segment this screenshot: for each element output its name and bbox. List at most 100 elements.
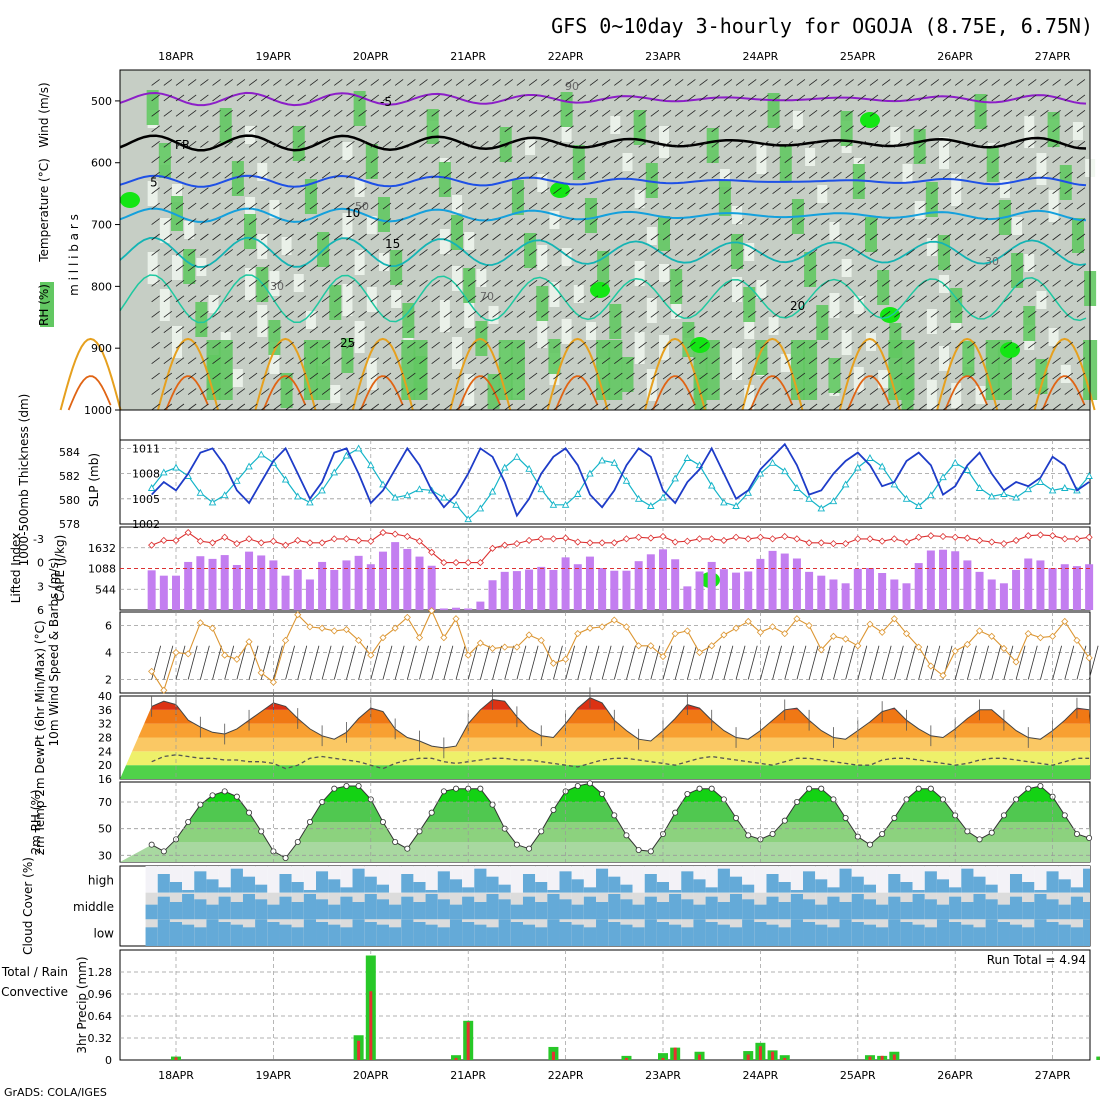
thickness-point: [574, 490, 582, 497]
wind-barb: [747, 233, 757, 241]
surface-wind-barb: [212, 645, 222, 680]
surface-wind-barb: [808, 645, 819, 680]
temp-contour-30: [359, 375, 404, 411]
wind-barb: [382, 94, 392, 102]
wind-barb: [869, 326, 879, 334]
wind-barb: [358, 233, 367, 241]
wind-barb: [772, 326, 781, 334]
thickness-point: [415, 485, 424, 493]
wind-barb: [699, 341, 708, 349]
wind-barb: [334, 264, 343, 272]
wind-barb: [200, 388, 209, 395]
wind-barb: [869, 233, 879, 241]
wind-barb: [687, 372, 696, 380]
wind-barb: [394, 79, 404, 86]
cloud-cell: [876, 904, 889, 920]
wind-barb: [1076, 388, 1086, 395]
lifted-index-point: [208, 539, 217, 547]
cloud-cell: [1034, 894, 1047, 920]
wind-barb: [443, 280, 453, 287]
wind-speed-point: [184, 650, 192, 658]
wind-barb: [784, 372, 793, 380]
thickness-point: [561, 500, 570, 508]
wind-barb: [601, 187, 611, 194]
cloud-cell: [985, 899, 998, 920]
temp-band: [120, 765, 1090, 779]
wind-barb: [321, 249, 331, 256]
wind-barb: [1015, 125, 1025, 133]
surface-wind-barb: [382, 645, 393, 680]
wind-barb: [492, 326, 501, 334]
wind-barb: [662, 357, 672, 364]
wind-barb: [492, 280, 501, 287]
wind-barb: [212, 280, 221, 287]
wind-barb: [881, 156, 891, 164]
wind-speed-point: [196, 619, 204, 627]
wind-barb: [455, 125, 465, 133]
wind-speed-point: [708, 642, 716, 650]
cloud-cell: [242, 876, 256, 893]
wind-barb: [200, 341, 209, 349]
wind-barb: [918, 233, 927, 241]
wind-barb: [930, 249, 940, 256]
wind-barb: [918, 310, 927, 318]
wind-barb: [1028, 280, 1037, 287]
wind-barb: [200, 295, 209, 303]
wind-axis-label: Wind (m/s): [37, 82, 51, 147]
wind-barb: [967, 233, 976, 241]
wind-barb: [711, 249, 720, 256]
wind-barb: [918, 110, 927, 117]
cloud-cell: [486, 894, 499, 920]
wind-barb: [260, 187, 270, 194]
wind-barb: [942, 156, 952, 164]
surface-wind-barb: [309, 645, 320, 680]
wind-barb: [699, 94, 708, 102]
wind-barb: [662, 233, 672, 241]
rh-patch-light: [756, 280, 767, 298]
wind-barb: [967, 218, 976, 225]
wind-barb: [881, 110, 891, 117]
cloud-cell: [669, 894, 682, 920]
rh-patch-green: [511, 180, 524, 215]
lifted-index-point: [1024, 532, 1032, 540]
wind-barb: [382, 280, 392, 287]
wind-barb: [942, 140, 952, 148]
temp-contour-25: [157, 337, 219, 411]
wind-barb: [419, 110, 428, 117]
cloud-cell: [997, 922, 1010, 946]
wind-barb: [796, 372, 806, 380]
lifted-index-point: [282, 541, 290, 549]
surface-wind-barb: [833, 645, 843, 680]
lifted-index-point: [464, 559, 472, 567]
wind-barb: [833, 156, 842, 164]
cloud-cell: [376, 899, 390, 920]
cloud-cell: [790, 894, 804, 920]
wind-barb: [273, 310, 282, 318]
wind-barb: [467, 218, 477, 225]
wind-barb: [455, 110, 465, 117]
rh-point: [745, 832, 752, 839]
wind-barb: [309, 388, 319, 395]
rh-patch-light: [452, 266, 463, 291]
wind-barb: [480, 140, 489, 148]
wind-barb: [163, 403, 173, 411]
rh-patch-green: [438, 162, 451, 197]
wind-barb: [577, 187, 587, 194]
wind-barb: [760, 295, 769, 303]
rh-patch-light: [829, 293, 840, 318]
rh-patch-light: [865, 333, 876, 351]
wind-barb: [1015, 218, 1025, 225]
wind-barb: [334, 233, 343, 241]
wind-barb: [1064, 341, 1074, 349]
surface-wind-barb: [358, 645, 369, 680]
precip-conv-bar: [698, 1054, 702, 1060]
wind-barb: [614, 403, 623, 411]
slp-tick: 1002: [132, 518, 160, 531]
wind-barb: [577, 341, 587, 349]
wind-barb: [711, 264, 720, 272]
rh-point: [185, 819, 192, 826]
wind-barb: [906, 94, 915, 102]
cloud-cell: [255, 899, 268, 920]
surface-wind-barb: [1088, 645, 1099, 680]
temp-tick: 40: [98, 690, 112, 703]
